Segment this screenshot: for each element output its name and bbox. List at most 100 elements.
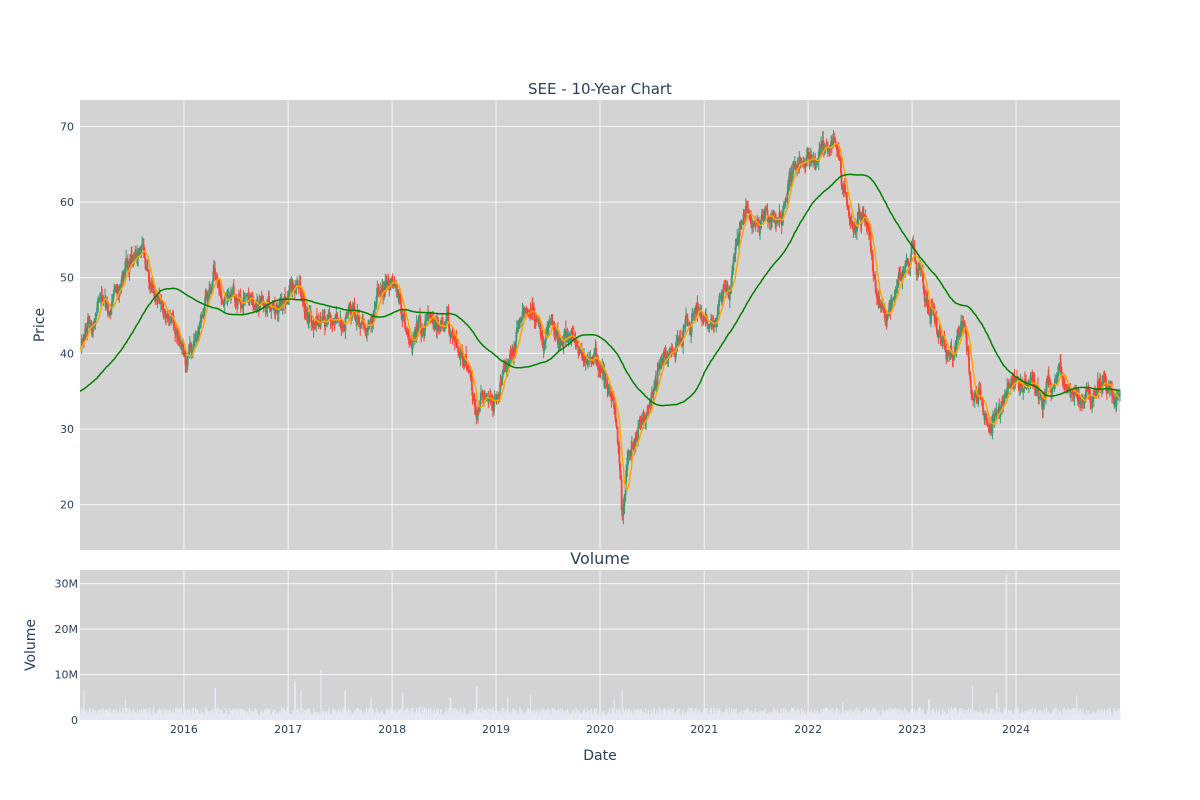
price-candle-body: [304, 311, 307, 314]
price-candle-body: [613, 404, 616, 408]
price-candle-body: [1010, 378, 1013, 387]
volume-bar: [166, 710, 168, 720]
price-candle-body: [363, 324, 366, 326]
price-candle-body: [211, 280, 214, 290]
price-candle-body: [593, 353, 596, 356]
volume-bar: [591, 712, 594, 720]
price-candle-body: [144, 258, 147, 270]
volume-bar: [430, 707, 432, 720]
price-candle-body: [869, 232, 872, 247]
volume-bar: [163, 714, 165, 720]
price-candle-body: [316, 316, 318, 319]
volume-bar: [859, 710, 861, 720]
volume-bar: [217, 707, 219, 720]
price-candle-body: [437, 326, 440, 330]
volume-bar: [89, 709, 91, 720]
price-gridlines: [80, 100, 1120, 550]
price-candle-body: [497, 395, 499, 397]
price-candle-body: [985, 414, 988, 419]
volume-bar: [573, 714, 575, 720]
price-candle-body: [686, 318, 689, 325]
price-candle-body: [1005, 394, 1008, 398]
price-candle-body: [786, 194, 789, 201]
price-candle-body: [1049, 381, 1052, 389]
price-candle-body: [858, 211, 861, 213]
price-candle-body: [134, 256, 137, 259]
price-candle-body: [420, 331, 423, 335]
price-candle-body: [327, 314, 330, 320]
volume-bar: [753, 713, 755, 720]
price-candle-body: [200, 314, 203, 318]
volume-bar: [615, 708, 618, 720]
price-candle-body: [965, 326, 968, 338]
price-candle-body: [1049, 379, 1051, 382]
volume-bar: [162, 708, 164, 720]
price-candle-body: [1029, 377, 1032, 382]
price-candle-body: [324, 323, 327, 328]
price-candle-body: [685, 314, 687, 319]
price-candle-body: [198, 327, 201, 329]
price-candle-body: [1045, 381, 1048, 392]
price-candle-body: [349, 303, 352, 312]
price-candle-body: [394, 284, 396, 286]
volume-bar: [454, 708, 456, 720]
price-candle-body: [206, 291, 208, 296]
price-candle-body: [535, 320, 538, 322]
price-candle-body: [916, 271, 919, 275]
volume-bar: [390, 709, 392, 720]
volume-bar: [1046, 711, 1048, 720]
price-candle-body: [689, 328, 691, 336]
price-candle-body: [623, 495, 626, 506]
volume-bar: [197, 709, 199, 720]
price-candle-body: [188, 350, 191, 353]
price-candle-body: [1109, 385, 1112, 389]
price-candle-body: [649, 403, 652, 406]
volume-bar: [1106, 710, 1108, 720]
price-candle-body: [1107, 384, 1110, 387]
price-candle-body: [830, 141, 833, 147]
price-candle-body: [226, 295, 229, 297]
price-candle-body: [806, 155, 809, 156]
price-candle-body: [651, 394, 654, 396]
price-candle-body: [695, 309, 698, 314]
price-candle-body: [722, 292, 724, 302]
price-candle-body: [112, 298, 114, 302]
price-candle-body: [932, 306, 935, 308]
price-candle-body: [576, 345, 579, 348]
volume-bar: [647, 709, 650, 720]
price-candle-body: [195, 339, 198, 342]
price-candle-body: [640, 422, 643, 425]
volume-bar: [1080, 708, 1082, 720]
price-candle-body: [507, 365, 510, 368]
price-candle-body: [854, 222, 857, 226]
price-candle-body: [671, 347, 674, 352]
price-candle-body: [548, 321, 551, 325]
price-candle-body: [202, 315, 204, 318]
volume-bar: [779, 713, 781, 720]
price-candle-body: [732, 262, 735, 271]
price-candle-body: [711, 321, 714, 327]
volume-bar: [888, 707, 890, 720]
price-candle-body: [813, 158, 816, 166]
volume-bar: [1110, 711, 1112, 720]
price-candle-body: [928, 313, 931, 315]
volume-bar: [402, 692, 404, 720]
price-candle-body: [927, 306, 930, 314]
price-candle-body: [692, 312, 695, 315]
price-candle-body: [645, 414, 648, 422]
volume-bar: [902, 713, 905, 720]
price-candle-body: [731, 270, 734, 278]
volume-bar: [529, 695, 532, 720]
volume-bar: [123, 711, 125, 720]
price-candle-body: [240, 305, 243, 308]
volume-bar: [189, 715, 191, 720]
volume-bar: [679, 715, 681, 720]
price-candle-body: [852, 228, 855, 230]
price-candle-body: [140, 249, 142, 256]
price-candle-body: [325, 323, 328, 325]
price-candle-body: [477, 409, 480, 412]
price-candle-body: [378, 292, 380, 294]
price-candle-body: [499, 381, 502, 391]
price-candle-body: [347, 313, 350, 315]
price-candle-body: [537, 320, 539, 322]
